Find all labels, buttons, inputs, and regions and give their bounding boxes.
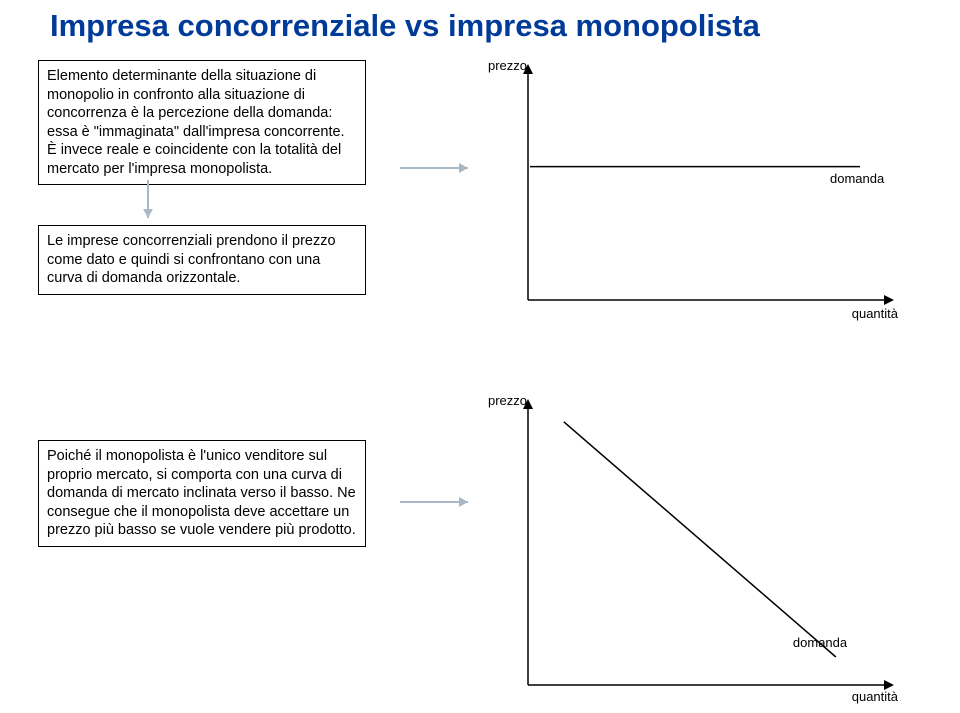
- chart1-quantity-label: quantità: [852, 306, 898, 321]
- monopolist-box: Poiché il monopolista è l'unico venditor…: [38, 440, 366, 547]
- competitive-demand-chart: prezzo quantità domanda: [480, 60, 900, 330]
- chart2-demand-label: domanda: [793, 635, 847, 650]
- chart1-price-label: prezzo: [488, 58, 527, 73]
- page-title: Impresa concorrenziale vs impresa monopo…: [50, 8, 760, 44]
- intro-box: Elemento determinante della situazione d…: [38, 60, 366, 185]
- competitive-firm-box: Le imprese concorrenziali prendono il pr…: [38, 225, 366, 295]
- chart2-price-label: prezzo: [488, 393, 527, 408]
- chart1-demand-label: domanda: [830, 171, 884, 186]
- monopoly-demand-chart: prezzo quantità domanda: [480, 395, 900, 705]
- chart2-quantity-label: quantità: [852, 689, 898, 704]
